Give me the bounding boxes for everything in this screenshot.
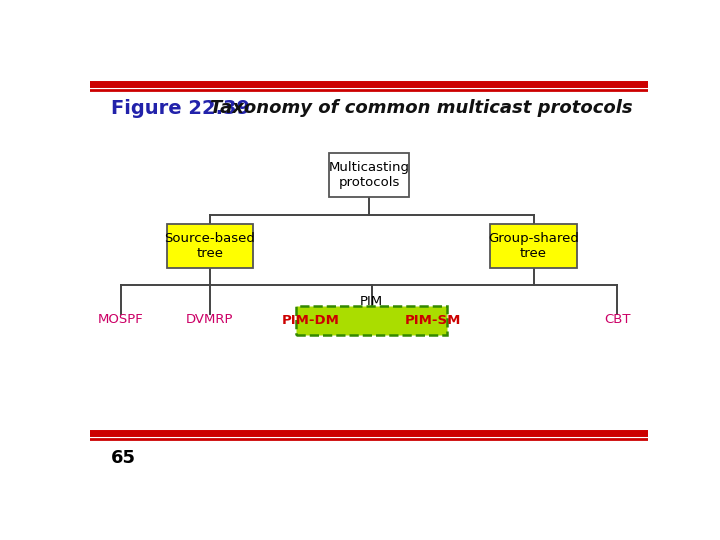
FancyBboxPatch shape: [328, 153, 410, 197]
Text: 65: 65: [111, 449, 136, 467]
Text: Source-based
tree: Source-based tree: [165, 232, 256, 260]
Text: PIM-SM: PIM-SM: [405, 314, 462, 327]
FancyBboxPatch shape: [297, 306, 447, 335]
Text: DVMRP: DVMRP: [186, 313, 234, 326]
Text: PIM-DM: PIM-DM: [282, 314, 339, 327]
Text: PIM: PIM: [360, 295, 383, 308]
Text: Multicasting
protocols: Multicasting protocols: [328, 161, 410, 189]
Text: Figure 22.39: Figure 22.39: [111, 99, 251, 118]
FancyBboxPatch shape: [167, 224, 253, 267]
Text: MOSPF: MOSPF: [98, 313, 143, 326]
Text: Group-shared
tree: Group-shared tree: [488, 232, 579, 260]
Text: CBT: CBT: [604, 313, 631, 326]
FancyBboxPatch shape: [490, 224, 577, 267]
Text: Taxonomy of common multicast protocols: Taxonomy of common multicast protocols: [210, 99, 633, 118]
